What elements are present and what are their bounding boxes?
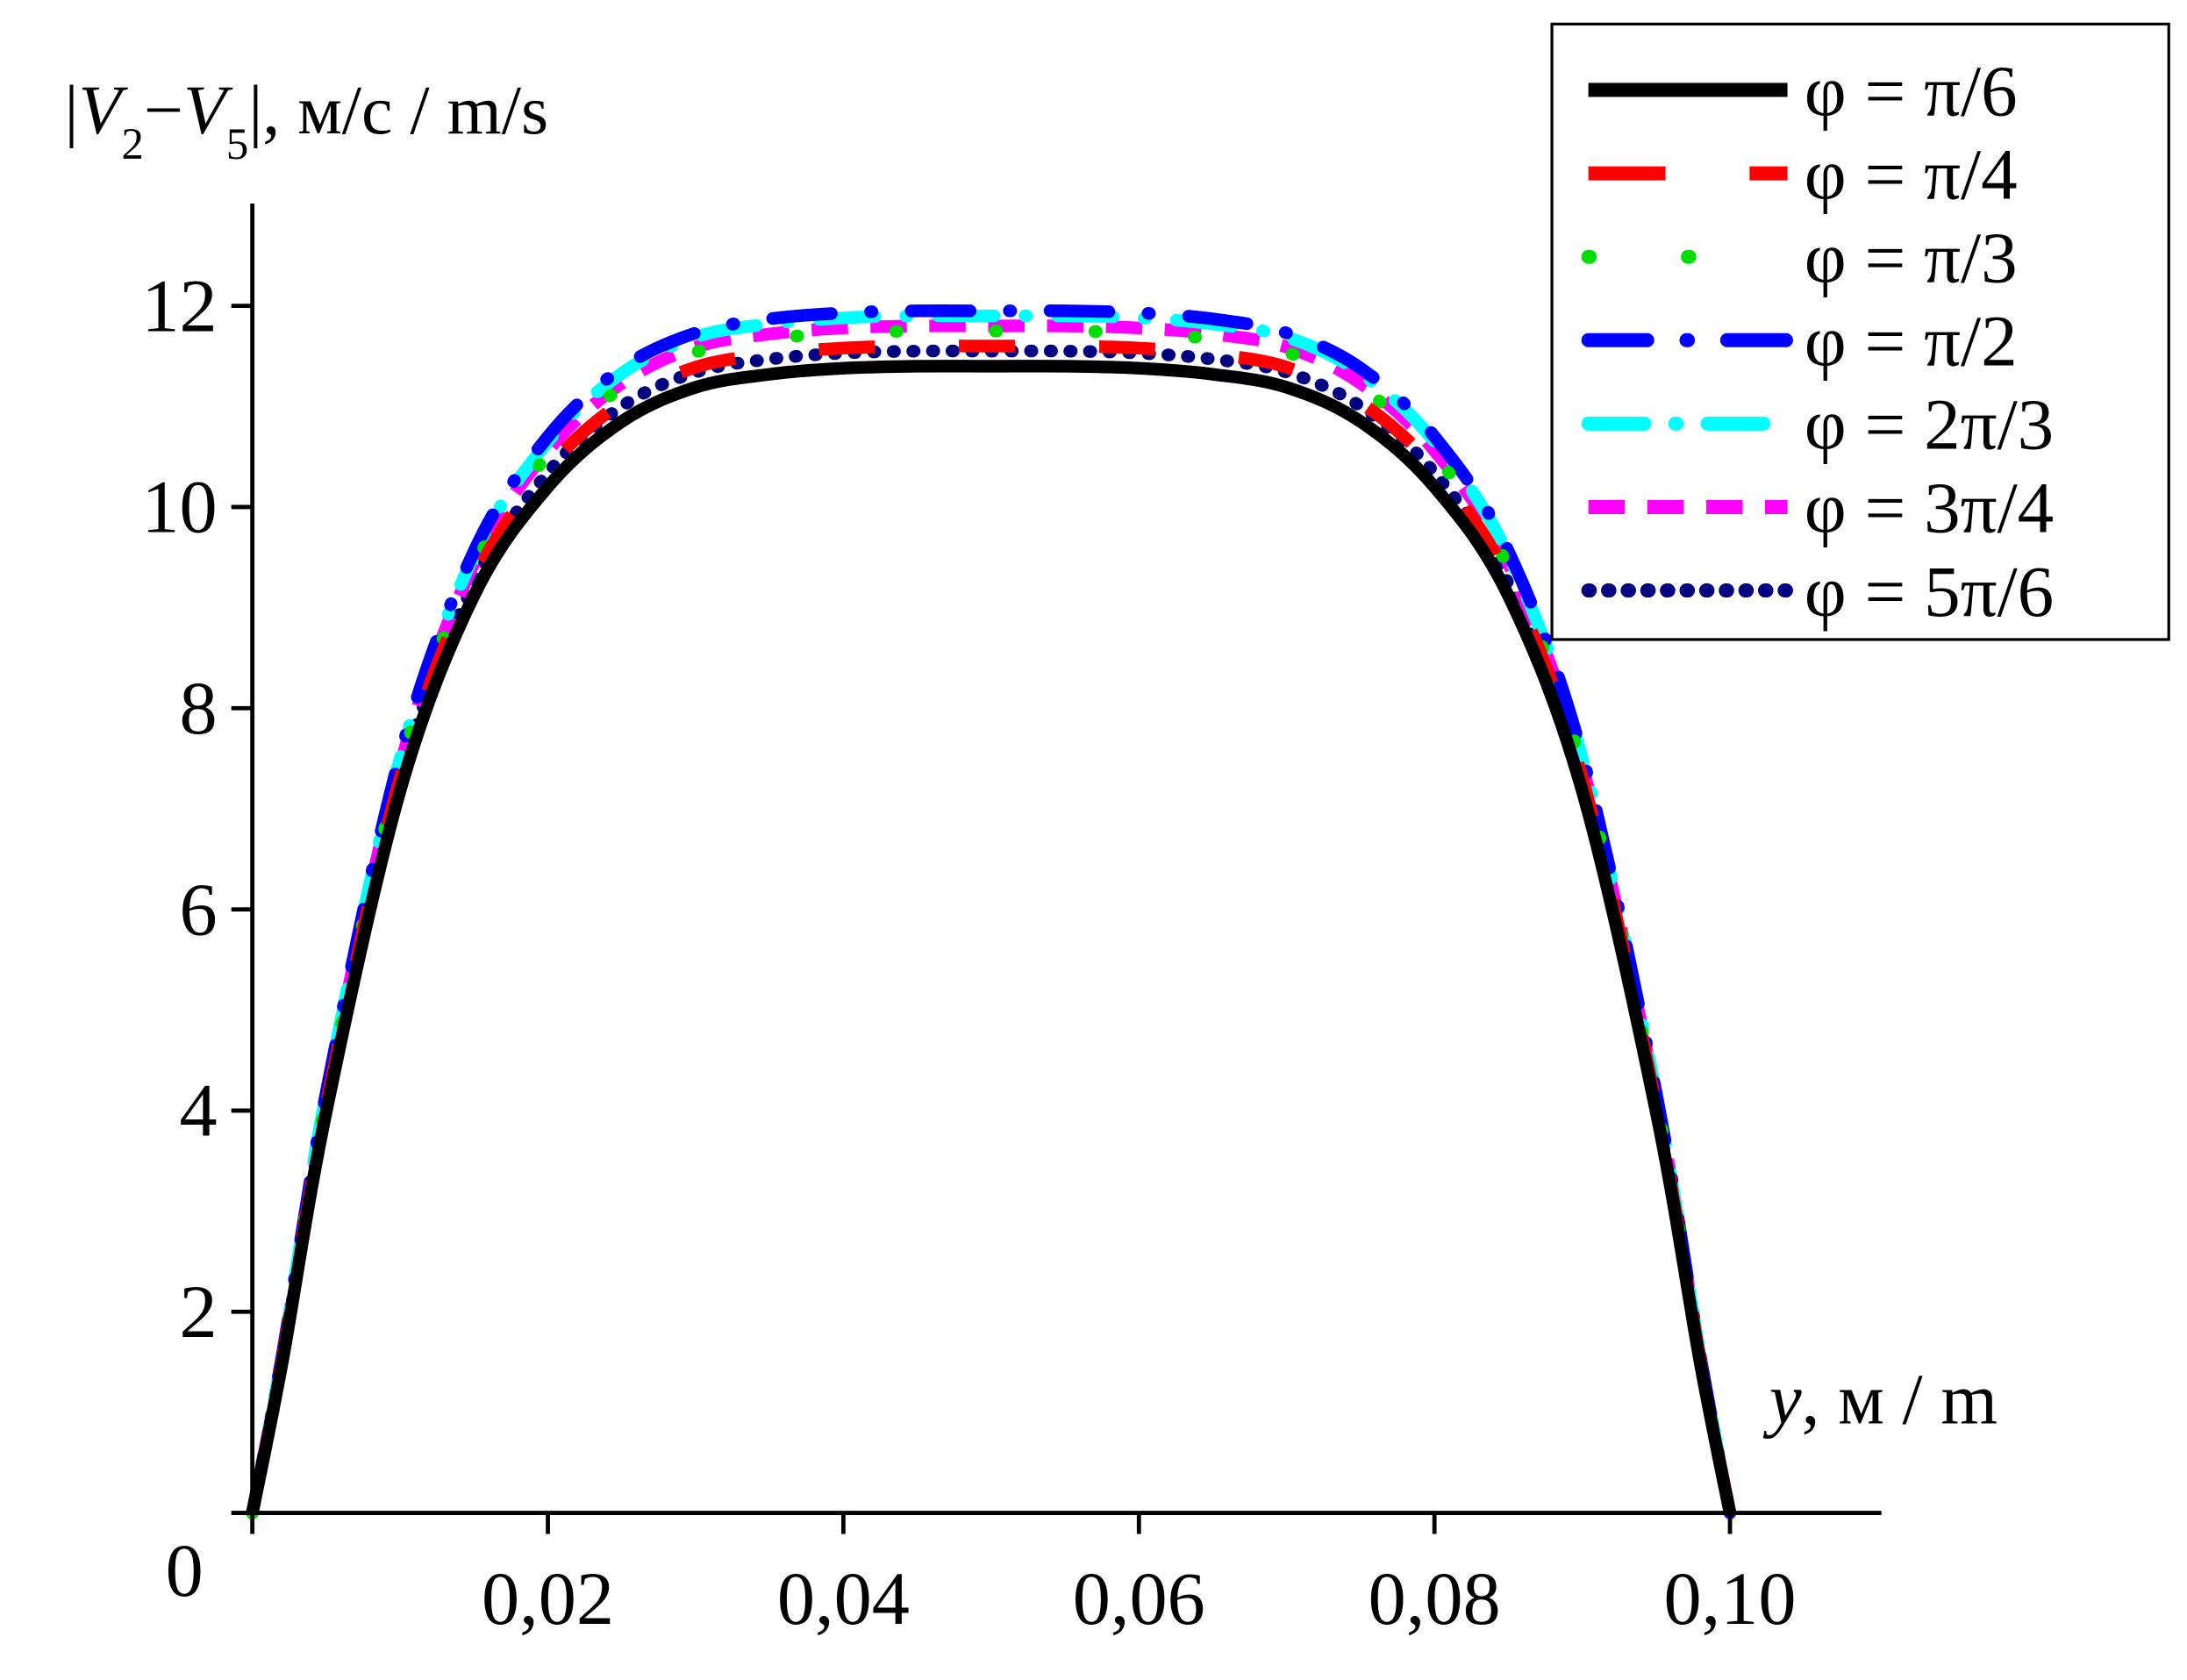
series-line bbox=[246, 344, 1737, 1519]
legend: φ = π/6φ = π/4φ = π/3φ = π/2φ = 2π/3φ = … bbox=[1550, 22, 2170, 641]
axis-ticks: 0,02 0,04 0,06 0,08 0,10 2 4 6 8 10 12 bbox=[141, 263, 1796, 1640]
y-tick-label: 12 bbox=[141, 263, 217, 347]
legend-label: φ = 3π/4 bbox=[1805, 468, 2055, 548]
series-line bbox=[246, 360, 1737, 1514]
x-tick-label: 0,04 bbox=[777, 1556, 910, 1641]
y-tick-label: 4 bbox=[180, 1069, 218, 1153]
x-tick-label: 0,10 bbox=[1664, 1556, 1797, 1641]
origin-label: 0 bbox=[166, 1528, 204, 1612]
legend-label: φ = π/2 bbox=[1805, 301, 2018, 382]
x-tick-label: 0,02 bbox=[482, 1556, 614, 1641]
y-label-v1: V bbox=[79, 72, 129, 149]
y-tick-label: 10 bbox=[141, 465, 217, 549]
y-label-bar: | bbox=[65, 72, 79, 149]
series-line bbox=[246, 304, 1737, 1519]
x-axis-label: y, м / m bbox=[1763, 1358, 1998, 1439]
y-axis-label: |V2−V5|, м/с / m/s bbox=[65, 72, 549, 169]
x-tick-label: 0,08 bbox=[1369, 1556, 1501, 1641]
legend-label: φ = π/3 bbox=[1805, 217, 2018, 297]
legend-label: φ = π/4 bbox=[1805, 133, 2018, 214]
legend-label: φ = 2π/3 bbox=[1805, 384, 2055, 465]
y-tick-label: 6 bbox=[180, 867, 218, 951]
series-line bbox=[246, 319, 1737, 1514]
plot-curves bbox=[246, 304, 1737, 1519]
y-label-sub1: 2 bbox=[121, 119, 144, 169]
legend-label: φ = π/6 bbox=[1805, 50, 2018, 131]
x-label-unit: , м / m bbox=[1802, 1358, 1998, 1439]
y-tick-label: 2 bbox=[180, 1269, 218, 1354]
legend-box bbox=[1550, 22, 2170, 641]
y-tick-label: 8 bbox=[180, 666, 218, 750]
y-label-suffix: |, м/с / m/s bbox=[248, 72, 548, 149]
x-tick-label: 0,06 bbox=[1073, 1556, 1205, 1641]
y-label-v2: V bbox=[183, 72, 233, 149]
y-label-sub2: 5 bbox=[226, 119, 249, 169]
x-label-var: y bbox=[1763, 1358, 1802, 1439]
series-line bbox=[246, 309, 1737, 1519]
y-label-minus: − bbox=[144, 72, 183, 149]
series-line bbox=[246, 340, 1737, 1514]
legend-label: φ = 5π/6 bbox=[1805, 551, 2055, 632]
series-line bbox=[246, 324, 1737, 1519]
